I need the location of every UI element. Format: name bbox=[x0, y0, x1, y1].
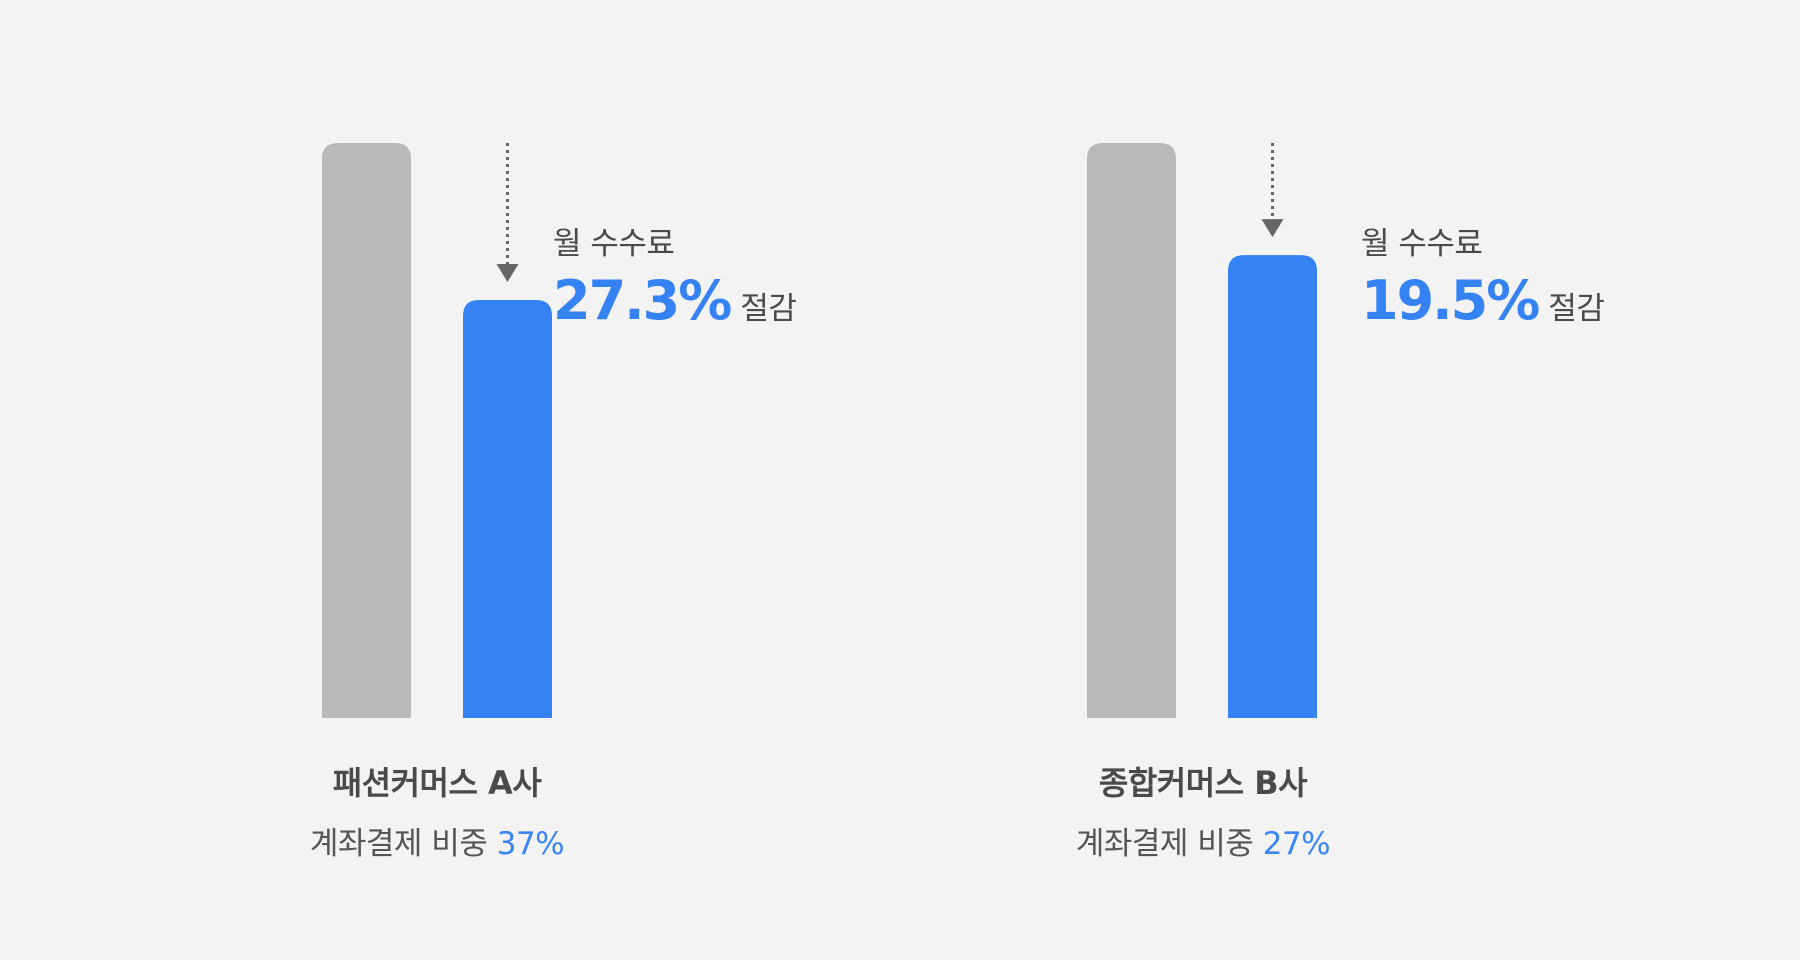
savings-suffix-b: 절감 bbox=[1548, 291, 1605, 327]
bar-after-b bbox=[1228, 255, 1317, 718]
share-line-a: 계좌결제 비중 37% bbox=[237, 818, 637, 863]
company-name-a: 패션커머스 A사 bbox=[332, 764, 542, 802]
share-line-b: 계좌결제 비중 27% bbox=[1003, 818, 1403, 863]
savings-percent-a: 27.3% bbox=[553, 269, 732, 332]
fee-label-b: 월 수수료 bbox=[1361, 226, 1483, 262]
reduction-arrow-head-b bbox=[1261, 219, 1284, 238]
share-value-a: 37% bbox=[496, 826, 565, 862]
savings-suffix-a: 절감 bbox=[740, 291, 797, 327]
company-block-a: 패션커머스 A사 계좌결제 비중 37% bbox=[237, 758, 637, 863]
bar-after-a bbox=[463, 299, 552, 718]
savings-percent-b: 19.5% bbox=[1361, 269, 1540, 332]
fee-label-a: 월 수수료 bbox=[553, 226, 675, 262]
savings-annotation-b: 월 수수료 19.5% 절감 bbox=[1361, 218, 1605, 332]
bar-before-b bbox=[1087, 143, 1176, 718]
company-name-b: 종합커머스 B사 bbox=[1098, 764, 1308, 802]
company-block-b: 종합커머스 B사 계좌결제 비중 27% bbox=[1003, 758, 1403, 863]
bar-before-a bbox=[322, 143, 411, 718]
savings-annotation-a: 월 수수료 27.3% 절감 bbox=[553, 218, 797, 332]
share-label-b: 계좌결제 비중 bbox=[1075, 826, 1254, 862]
reduction-arrow-head-a bbox=[496, 263, 519, 282]
share-label-a: 계좌결제 비중 bbox=[309, 826, 488, 862]
share-value-b: 27% bbox=[1262, 826, 1331, 862]
